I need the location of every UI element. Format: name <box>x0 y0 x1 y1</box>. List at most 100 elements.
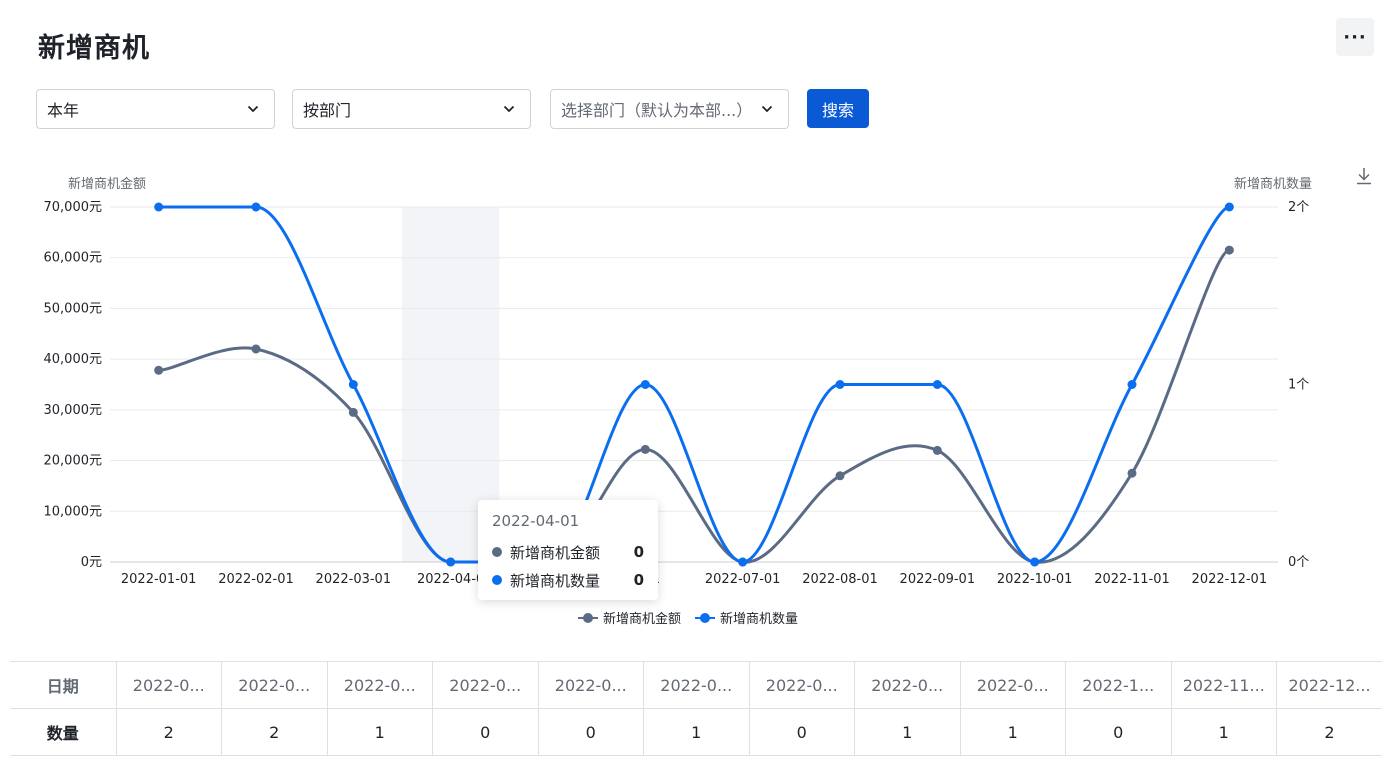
tooltip-series-value: 0 <box>633 571 644 589</box>
y-left-tick-label: 40,000元 <box>44 352 103 367</box>
table-cell: 1 <box>960 708 1066 756</box>
y-left-tick-label: 20,000元 <box>44 454 103 469</box>
left-axis-title: 新增商机金额 <box>68 177 147 192</box>
data-point <box>640 444 650 454</box>
legend-marker-icon <box>695 612 716 623</box>
table-cell: 0 <box>432 708 539 756</box>
table-cell: 2022-12... <box>1276 661 1382 709</box>
data-point <box>1224 202 1234 212</box>
table-header-date: 日期 <box>10 661 117 709</box>
data-point <box>1127 468 1137 478</box>
legend-marker-icon <box>578 612 598 623</box>
table-cell: 2 <box>116 708 222 756</box>
table-row-counts: 数量 2 2 1 0 0 1 0 1 1 0 1 2 <box>10 708 1382 756</box>
table-cell: 1 <box>1171 708 1277 756</box>
table-cell: 2022-0... <box>749 661 855 709</box>
chevron-down-icon <box>760 102 774 116</box>
right-axis-title: 新增商机数量 <box>1234 177 1313 192</box>
x-tick-label: 2022-09-01 <box>900 572 976 587</box>
y-right-tick-label: 0个 <box>1288 555 1309 570</box>
search-button[interactable]: 搜索 <box>807 89 869 128</box>
table-cell: 2022-0... <box>960 661 1066 709</box>
data-point <box>1224 245 1234 255</box>
data-table: 日期 2022-0... 2022-0... 2022-0... 2022-0.… <box>10 661 1382 756</box>
table-cell: 0 <box>538 708 644 756</box>
y-left-tick-label: 0元 <box>81 555 102 570</box>
y-left-tick-label: 30,000元 <box>44 403 103 418</box>
table-cell: 2022-0... <box>221 661 328 709</box>
data-point <box>154 202 164 212</box>
y-right-tick-label: 1个 <box>1288 378 1309 393</box>
data-point <box>251 202 261 212</box>
tooltip-series-name: 新增商机金额 <box>510 543 601 562</box>
x-tick-label: 2022-08-01 <box>802 572 878 587</box>
data-point <box>835 380 845 389</box>
x-tick-label: 2022-12-01 <box>1192 572 1268 587</box>
table-cell: 1 <box>327 708 433 756</box>
data-point <box>835 471 845 481</box>
series-dot-icon <box>492 547 502 557</box>
series-line <box>158 248 1231 564</box>
period-select[interactable]: 本年 <box>36 89 275 129</box>
more-options-button[interactable]: ··· <box>1336 18 1374 56</box>
y-left-tick-label: 60,000元 <box>44 251 103 266</box>
table-cell: 0 <box>749 708 855 756</box>
series-line <box>158 205 1230 564</box>
table-cell: 2 <box>1276 708 1382 756</box>
tooltip-series-name: 新增商机数量 <box>510 571 601 590</box>
data-point <box>932 380 942 389</box>
data-point <box>1127 380 1137 389</box>
tooltip-date: 2022-04-01 <box>492 512 580 530</box>
y-right-tick-label: 2个 <box>1288 200 1309 215</box>
x-tick-label: 2022-10-01 <box>997 572 1073 587</box>
y-left-tick-label: 10,000元 <box>44 504 103 519</box>
chart-tooltip: 2022-04-01 新增商机金额 0 新增商机数量 0 <box>478 500 658 600</box>
x-tick-label: 2022-03-01 <box>316 572 392 587</box>
legend-item-amount[interactable]: 新增商机金额 <box>578 608 681 627</box>
chevron-down-icon <box>502 102 516 116</box>
legend-item-count[interactable]: 新增商机数量 <box>695 608 798 627</box>
department-select-placeholder: 选择部门（默认为本部...） <box>561 101 753 120</box>
chevron-down-icon <box>246 102 260 116</box>
tooltip-row: 新增商机金额 0 <box>492 538 644 566</box>
table-cell: 1 <box>854 708 961 756</box>
table-header-count: 数量 <box>10 708 117 756</box>
data-point <box>251 344 261 354</box>
period-select-value: 本年 <box>47 101 80 120</box>
department-select[interactable]: 选择部门（默认为本部...） <box>550 89 789 129</box>
x-tick-label: 2022-04-0 <box>417 572 484 587</box>
table-cell: 2 <box>221 708 328 756</box>
y-left-tick-label: 50,000元 <box>44 301 103 316</box>
data-point <box>154 365 164 375</box>
table-cell: 2022-11... <box>1171 661 1277 709</box>
x-tick-label: 2022-11-01 <box>1094 572 1170 587</box>
table-row-dates: 日期 2022-0... 2022-0... 2022-0... 2022-0.… <box>10 661 1382 709</box>
table-cell: 2022-0... <box>327 661 433 709</box>
page-title: 新增商机 <box>38 33 150 64</box>
legend-label: 新增商机金额 <box>603 612 682 627</box>
data-point <box>640 380 650 389</box>
tooltip-series-value: 0 <box>633 543 644 561</box>
tooltip-row: 新增商机数量 0 <box>492 566 644 594</box>
table-cell: 2022-0... <box>643 661 750 709</box>
chart-legend: 新增商机金额 新增商机数量 <box>578 608 812 627</box>
table-cell: 0 <box>1065 708 1172 756</box>
data-point <box>738 557 748 567</box>
group-by-select[interactable]: 按部门 <box>292 89 531 129</box>
data-point <box>348 380 358 389</box>
group-by-select-value: 按部门 <box>303 101 352 120</box>
x-tick-label: 2022-02-01 <box>218 572 294 587</box>
line-chart: 0元 10,000元 20,000元 30,000元 40,000元 50,000元 60,… <box>44 200 1310 587</box>
table-cell: 1 <box>643 708 750 756</box>
data-point <box>932 445 942 455</box>
data-point <box>348 407 358 417</box>
table-cell: 2022-0... <box>432 661 539 709</box>
y-left-tick-label: 70,000元 <box>44 200 103 215</box>
data-point <box>446 557 456 567</box>
legend-label: 新增商机数量 <box>720 612 799 627</box>
x-tick-label: 2022-07-01 <box>705 572 781 587</box>
table-cell: 2022-1... <box>1065 661 1172 709</box>
table-cell: 2022-0... <box>854 661 961 709</box>
download-icon[interactable] <box>1354 166 1374 186</box>
table-cell: 2022-0... <box>538 661 644 709</box>
